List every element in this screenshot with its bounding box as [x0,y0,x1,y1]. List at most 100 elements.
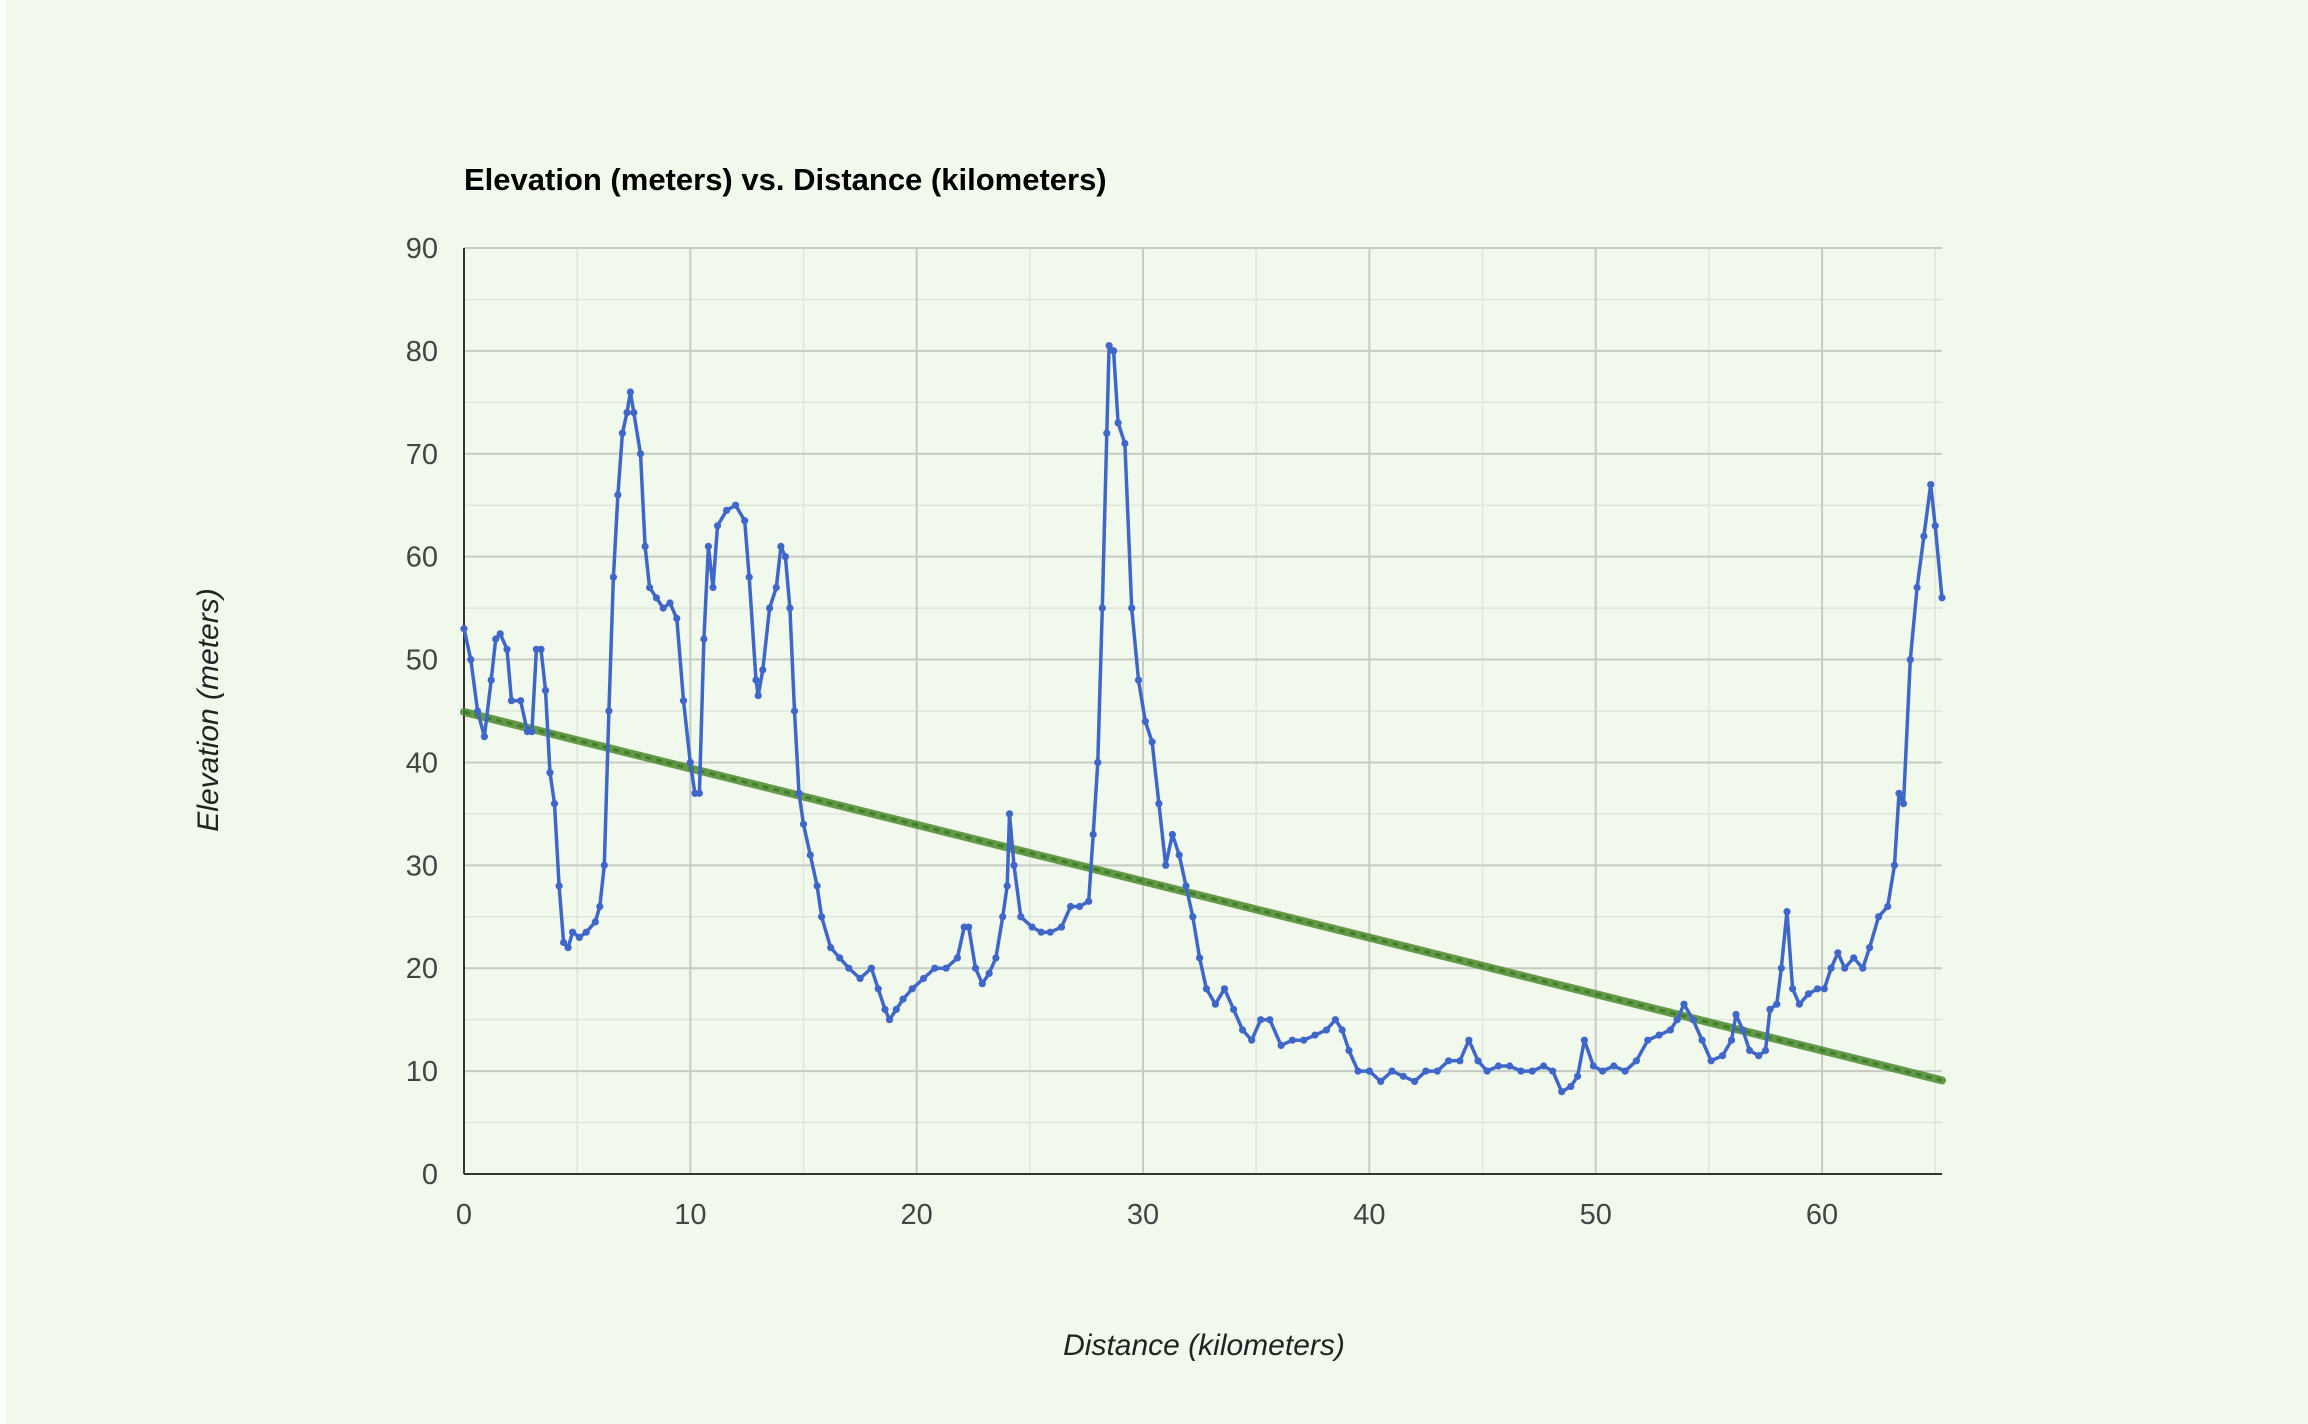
elevation-point [1795,1000,1803,1008]
elevation-point [1574,1072,1582,1080]
elevation-point [1094,758,1102,767]
elevation-point [474,707,482,715]
elevation-point [1906,656,1914,664]
elevation-point [1257,1016,1265,1024]
elevation-point [1920,532,1928,540]
elevation-point [537,645,545,653]
elevation-point [517,697,525,705]
elevation-point [766,604,774,612]
elevation-point [942,964,950,972]
elevation-point [971,964,980,972]
elevation-point [827,944,835,952]
elevation-point [806,851,814,859]
elevation-point [609,573,618,581]
elevation-point [1411,1077,1419,1085]
elevation-point [1067,902,1075,911]
elevation-point [582,928,590,936]
elevation-point [1680,1000,1688,1008]
elevation-point [1820,985,1828,993]
elevation-point [1899,800,1908,808]
elevation-point [1239,1026,1247,1034]
elevation-point [1085,897,1093,905]
elevation-point [541,686,550,695]
elevation-point [652,594,661,602]
x-tick-label: 60 [1806,1199,1838,1231]
elevation-point [1718,1052,1727,1060]
elevation-point [1089,830,1097,839]
elevation-point [1931,522,1939,530]
elevation-point [1598,1067,1607,1075]
x-tick-label: 30 [1127,1199,1159,1231]
elevation-point [626,388,635,396]
elevation-point [1422,1067,1430,1075]
elevation-point [1162,861,1170,869]
elevation-point [1558,1088,1566,1096]
elevation-point [1727,1036,1736,1044]
chart-panel: 0 10 20 30 40 50 60 0 10 20 30 40 50 60 70 80 90 Elevati… [6,0,2308,1424]
x-tick-label: 10 [674,1199,706,1231]
elevation-point [1010,861,1018,869]
elevation-point [1037,928,1045,936]
elevation-point [695,789,704,797]
elevation-point [919,974,928,983]
elevation-point [1354,1067,1362,1075]
elevation-point [1057,923,1066,931]
elevation-point [666,599,674,607]
elevation-point [1230,1005,1238,1014]
series-layer [460,342,1946,1096]
elevation-point [745,573,753,581]
elevation-point [704,542,713,551]
tick-labels: 0 10 20 30 40 50 60 0 10 20 30 40 50 60 70 80 90 [406,233,1838,1231]
x-tick-label: 20 [901,1199,933,1231]
elevation-point [1202,985,1210,993]
elevation-point [1114,419,1122,427]
elevation-point [1445,1057,1453,1065]
elevation-point [1746,1046,1754,1055]
elevation-point [1220,985,1229,993]
chart-title: Elevation (meters) vs. Distance (kilomet… [464,162,1107,197]
elevation-point [550,800,559,808]
y-tick-label: 40 [406,747,438,779]
elevation-point [1134,676,1143,684]
elevation-point [931,964,939,972]
elevation-point [659,604,667,612]
elevation-point [1483,1067,1491,1075]
elevation-point [1494,1062,1502,1070]
elevation-point [1168,830,1176,839]
elevation-point [892,1005,900,1014]
elevation-point [1182,882,1190,890]
elevation-point [569,928,577,936]
elevation-point [1248,1036,1256,1044]
elevation-point [1465,1036,1473,1044]
elevation-point [614,491,622,499]
y-tick-label: 90 [406,233,438,265]
elevation-point [999,913,1007,921]
elevation-point [1005,810,1014,818]
elevation-point [1105,342,1113,350]
elevation-point [790,707,799,715]
elevation-line [462,343,1944,1094]
y-tick-label: 80 [406,336,438,368]
elevation-point [1311,1031,1319,1039]
elevation-point [1621,1067,1629,1075]
elevation-point [1755,1052,1763,1060]
elevation-point [1103,429,1111,437]
y-tick-label: 20 [406,953,438,985]
elevation-point [1155,800,1163,808]
elevation-point [1580,1036,1588,1044]
elevation-point [1141,717,1149,725]
elevation-point [1732,1010,1740,1019]
elevation-point [1698,1036,1706,1044]
elevation-point [1927,481,1935,489]
elevation-point [1884,902,1892,911]
elevation-point [795,789,803,797]
elevation-point [596,902,604,911]
elevation-point [618,429,627,437]
elevation-point [1388,1067,1396,1075]
elevation-point [460,625,468,633]
elevation-point [856,974,864,983]
elevation-point [899,995,907,1003]
elevation-point [1875,913,1883,921]
elevation-point [1841,964,1849,972]
elevation-point [1813,985,1822,993]
